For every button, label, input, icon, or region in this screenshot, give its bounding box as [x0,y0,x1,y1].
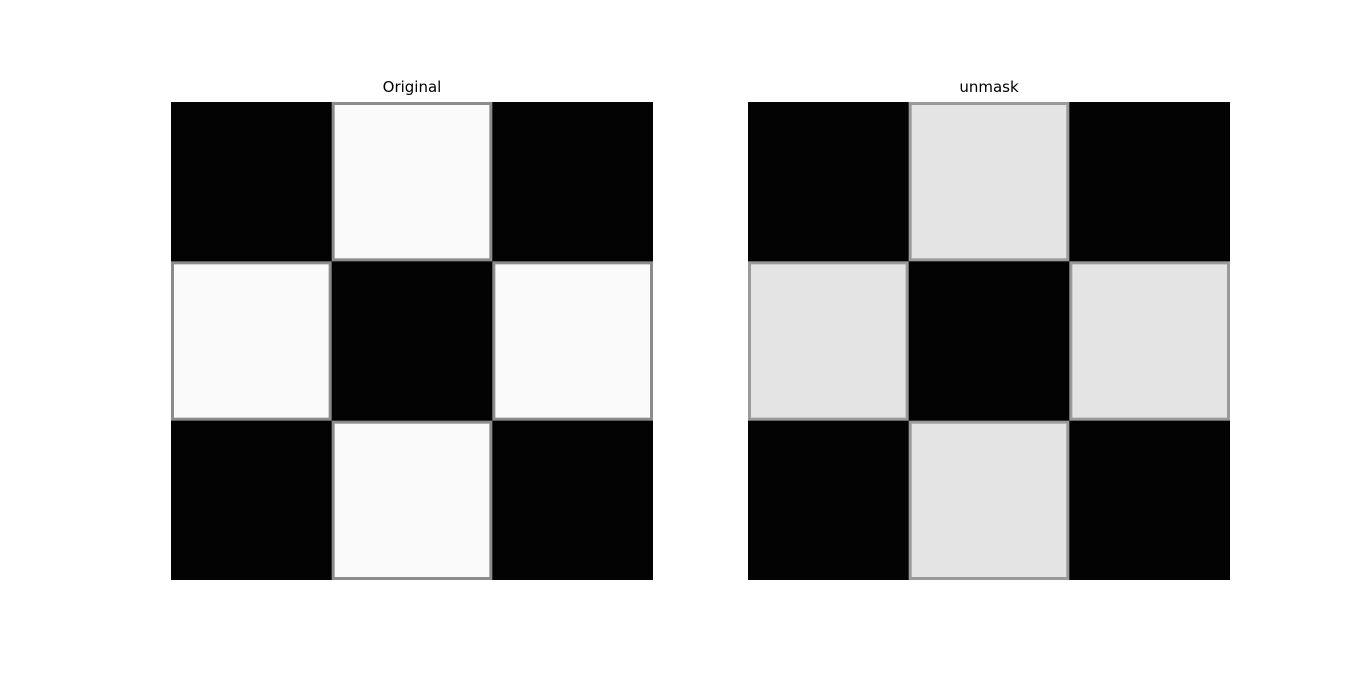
checkerboard-image [171,102,653,580]
light-cell [911,105,1067,259]
panel-original: Original [171,78,653,580]
light-cell [174,264,329,418]
light-cell [334,105,490,259]
light-cell [1072,264,1227,418]
checkerboard-svg [748,102,1230,580]
light-cell [911,423,1067,577]
light-cell [495,264,650,418]
checkerboard-svg [171,102,653,580]
panel-unmask: unmask [748,78,1230,580]
panel-title: Original [382,78,442,96]
light-cell [334,423,490,577]
light-cell [751,264,906,418]
checkerboard-image [748,102,1230,580]
panel-title: unmask [959,78,1019,96]
